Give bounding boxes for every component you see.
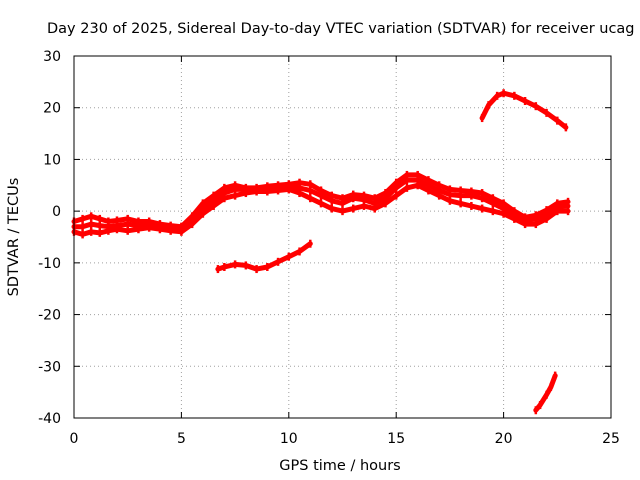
y-tick-label: -40 [38,411,61,427]
x-tick-label: 15 [387,431,405,447]
x-tick-label: 0 [70,431,79,447]
series-arc-high-line [479,90,569,130]
y-tick-label: 10 [43,152,61,168]
x-tick-label: 25 [602,431,620,447]
x-tick-label: 5 [177,431,186,447]
chart-title: Day 230 of 2025, Sidereal Day-to-day VTE… [47,21,635,37]
x-tick-label: 10 [280,431,298,447]
grid [74,56,611,418]
series-band-low-line [71,182,571,237]
series-layer [71,89,571,415]
x-tick-label: 20 [495,431,513,447]
y-tick-label: -10 [38,256,61,272]
series-arc-mid-line [215,241,313,272]
y-tick-label: 0 [52,204,61,220]
series-band-mid-line [71,177,571,231]
y-tick-label: 20 [43,101,61,117]
series-band-high-line [71,172,571,230]
y-axis-label: SDTVAR / TECUs [6,178,22,297]
y-tick-label: 30 [43,49,61,65]
x-axis-label: GPS time / hours [279,458,400,474]
y-tick-label: -20 [38,308,61,324]
axis-ticks: 0 5 10 15 20 25 -40 -30 -20 -10 0 10 20 30 [38,49,620,447]
y-tick-label: -30 [38,359,61,375]
plot-frame [73,55,612,419]
